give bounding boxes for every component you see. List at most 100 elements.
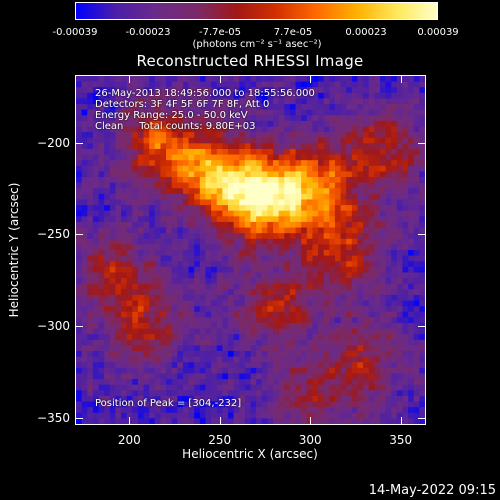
heatmap-cell — [408, 255, 415, 262]
heatmap-cell — [104, 294, 111, 302]
heatmap-cell — [267, 255, 274, 262]
heatmap-cell — [149, 177, 156, 184]
heatmap-cell — [385, 244, 392, 251]
heatmap-cell — [419, 300, 425, 307]
heatmap-cell — [379, 317, 387, 324]
heatmap-cell — [413, 154, 420, 161]
heatmap-cell — [306, 306, 314, 313]
heatmap-cell — [222, 379, 229, 386]
heatmap-cell — [87, 401, 94, 408]
heatmap-cell — [87, 199, 94, 206]
heatmap-cell — [334, 412, 342, 419]
heatmap-cell — [396, 210, 404, 217]
heatmap-cell — [239, 384, 246, 391]
heatmap-cell — [284, 250, 291, 257]
heatmap-cell — [346, 261, 353, 268]
heatmap-cell — [402, 154, 409, 161]
heatmap-cell — [413, 266, 420, 274]
heatmap-cell — [379, 255, 387, 262]
heatmap-cell — [166, 373, 173, 380]
heatmap-cell — [166, 120, 173, 128]
heatmap-cell — [267, 87, 274, 94]
heatmap-cell — [374, 339, 381, 347]
heatmap-cell — [222, 132, 229, 139]
heatmap-cell — [363, 367, 370, 375]
heatmap-cell — [295, 216, 302, 223]
heatmap-cell — [368, 390, 375, 397]
heatmap-cell — [115, 356, 122, 363]
heatmap-cell — [126, 278, 133, 285]
heatmap-cell — [301, 306, 308, 313]
heatmap-cell — [419, 373, 425, 380]
heatmap-cell — [109, 199, 116, 206]
heatmap-cell — [306, 384, 314, 391]
heatmap-cell — [391, 205, 398, 212]
heatmap-cell — [239, 205, 246, 212]
heatmap-cell — [374, 132, 381, 139]
heatmap-cell — [379, 373, 387, 380]
heatmap-cell — [408, 261, 415, 268]
heatmap-cell — [137, 272, 145, 279]
heatmap-cell — [413, 418, 420, 424]
heatmap-cell — [227, 278, 235, 285]
heatmap-cell — [402, 165, 409, 173]
heatmap-cell — [379, 148, 387, 156]
heatmap-cell — [177, 362, 184, 369]
heatmap-cell — [121, 367, 128, 375]
heatmap-cell — [329, 412, 336, 419]
heatmap-cell — [233, 322, 240, 330]
heatmap-cell — [154, 339, 162, 347]
heatmap-cell — [205, 109, 212, 116]
heatmap-cell — [301, 126, 308, 133]
heatmap-cell — [121, 233, 128, 240]
heatmap-cell — [391, 384, 398, 391]
heatmap-cell — [334, 328, 342, 335]
heatmap-cell — [149, 356, 156, 363]
heatmap-cell — [98, 92, 105, 100]
heatmap-cell — [154, 148, 162, 156]
heatmap-cell — [81, 115, 88, 122]
heatmap-cell — [126, 373, 133, 380]
heatmap-cell — [160, 384, 167, 391]
heatmap-cell — [199, 283, 207, 290]
heatmap-cell — [194, 92, 201, 100]
heatmap-cell — [239, 283, 246, 290]
heatmap-cell — [149, 412, 156, 419]
heatmap-cell — [154, 278, 162, 285]
heatmap-cell — [256, 132, 263, 139]
heatmap-cell — [340, 238, 347, 245]
heatmap-cell — [334, 345, 342, 352]
heatmap-cell — [205, 317, 212, 324]
heatmap-cell — [166, 193, 173, 201]
heatmap-cell — [261, 182, 268, 189]
heatmap-cell — [233, 132, 240, 139]
heatmap-cell — [216, 322, 223, 330]
heatmap-cell — [289, 390, 297, 397]
heatmap-cell — [284, 390, 291, 397]
heatmap-cell — [87, 317, 94, 324]
heatmap-cell — [267, 115, 274, 122]
heatmap-cell — [306, 300, 314, 307]
heatmap-cell — [115, 373, 122, 380]
heatmap-cell — [318, 407, 325, 414]
heatmap-cell — [154, 306, 162, 313]
heatmap-cell — [121, 199, 128, 206]
heatmap-cell — [154, 126, 162, 133]
heatmap-cell — [396, 177, 404, 184]
heatmap-cell — [402, 87, 409, 94]
heatmap-cell — [76, 216, 83, 223]
heatmap-cell — [211, 165, 218, 173]
heatmap-cell — [109, 289, 116, 296]
heatmap-cell — [408, 182, 415, 189]
y-tick-mark — [75, 142, 83, 144]
heatmap-cell — [273, 137, 280, 144]
heatmap-cell — [396, 294, 404, 302]
heatmap-cell — [396, 205, 404, 212]
heatmap-cell — [340, 216, 347, 223]
heatmap-cell — [239, 306, 246, 313]
heatmap-cell — [194, 132, 201, 139]
heatmap-cell — [329, 188, 336, 195]
heatmap-cell — [222, 283, 229, 290]
heatmap-cell — [273, 395, 280, 403]
heatmap-cell — [261, 76, 268, 83]
